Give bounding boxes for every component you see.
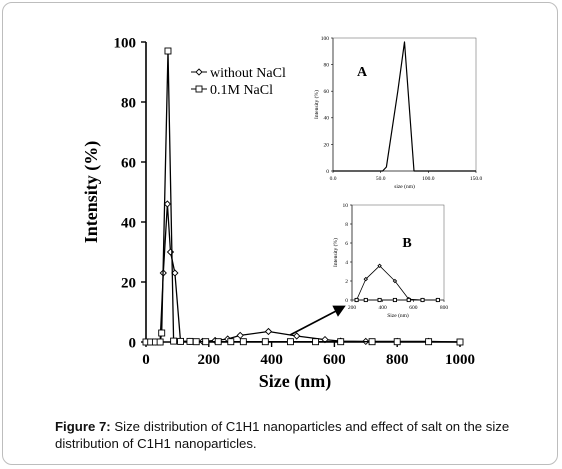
inset-b-x-tick-label: 800 — [440, 305, 449, 311]
main-series-2-point — [164, 47, 172, 55]
inset-b-series-2-point — [406, 297, 411, 303]
main-series-2-point — [261, 338, 269, 346]
inset-a-x-tick-label: 100.0 — [422, 176, 435, 182]
inset-b-series-2-point — [392, 297, 397, 303]
main-series-1-point — [163, 200, 171, 208]
main-series-2-point — [214, 338, 222, 346]
main-series-2-point — [227, 338, 235, 346]
inset-b-label: B — [402, 236, 411, 251]
inset-a-y-tick-label: 60 — [324, 89, 330, 95]
main-series-line-1 — [146, 203, 461, 343]
main-series-2-point — [425, 338, 433, 346]
main-x-tick-label: 0 — [142, 352, 150, 368]
inset-b-y-tick-label: 4 — [345, 260, 348, 266]
inset-b-arrow-head — [332, 305, 346, 317]
inset-b-series-2-point — [363, 297, 368, 303]
inset-b-series-line-1 — [356, 265, 438, 301]
main-y-tick-label: 100 — [114, 35, 137, 51]
inset-a-y-axis-label: Intensity (%) — [313, 90, 320, 119]
inset-b-x-tick-label: 200 — [348, 305, 357, 311]
main-series-2-point — [393, 338, 401, 346]
inset-a-x-tick-label: 50.0 — [376, 176, 386, 182]
main-series-2-point — [456, 338, 464, 346]
inset-b-y-tick-label: 10 — [343, 203, 349, 209]
main-series-2-point — [192, 338, 200, 346]
main-series-2-point — [368, 338, 376, 346]
main-series-2-point — [186, 337, 194, 345]
inset-a-y-tick-label: 100 — [321, 36, 330, 42]
caption-label: Figure 7: — [55, 419, 111, 434]
inset-a-series-line-1 — [333, 41, 476, 172]
inset-a-x-tick-label: 150.0 — [470, 176, 483, 182]
inset-b-plot-border — [351, 204, 445, 301]
main-series-line-2 — [146, 50, 461, 343]
main-x-tick-label: 400 — [260, 352, 283, 368]
legend-marker-1 — [195, 68, 203, 76]
inset-b-series-2-point — [354, 297, 359, 303]
inset-b-x-tick-label: 600 — [409, 305, 418, 311]
main-series-2-point — [312, 338, 320, 346]
inset-b-x-tick-label: 400 — [379, 305, 388, 311]
main-y-tick-label: 0 — [129, 335, 137, 351]
inset-b-y-tick-label: 0 — [345, 298, 348, 304]
inset-b-y-tick-label: 8 — [345, 222, 348, 228]
inset-b-y-tick-label: 6 — [345, 241, 348, 247]
main-x-tick-label: 1000 — [445, 352, 475, 368]
inset-a-x-axis-label: size (nm) — [394, 183, 415, 190]
main-x-tick-label: 600 — [323, 352, 346, 368]
main-y-tick-label: 40 — [121, 215, 136, 231]
inset-b-series-2-point — [435, 297, 440, 303]
inset-a-label: A — [357, 65, 368, 80]
main-series-2-point — [170, 337, 178, 345]
inset-a-y-tick-label: 20 — [324, 142, 330, 148]
main-x-axis-label: Size (nm) — [259, 371, 331, 392]
inset-a-plot-border — [332, 37, 477, 172]
main-series-1-point — [236, 331, 244, 340]
legend-label-2: 0.1M NaCl — [210, 83, 273, 98]
inset-b-series-2-point — [377, 297, 382, 303]
figure-frame — [2, 2, 558, 465]
main-y-tick-label: 80 — [121, 95, 136, 111]
inset-b-series-1-point — [392, 278, 398, 284]
caption-text: Size distribution of C1H1 nanoparticles … — [55, 419, 510, 451]
main-x-tick-label: 200 — [198, 352, 221, 368]
main-series-2-point — [177, 337, 184, 345]
main-series-1-point — [293, 332, 301, 340]
main-series-1-point — [166, 248, 175, 256]
main-y-axis-label: Intensity (%) — [81, 141, 102, 244]
inset-a-y-tick-label: 0 — [326, 169, 329, 175]
main-series-1-point — [264, 327, 273, 336]
inset-b-series-1-point — [377, 263, 382, 269]
main-y-tick-label: 60 — [121, 155, 136, 171]
main-x-tick-label: 800 — [386, 352, 409, 368]
inset-a-x-tick-label: 0.0 — [330, 176, 337, 182]
legend-label-1: without NaCl — [210, 66, 286, 81]
main-series-2-point — [158, 329, 166, 337]
main-y-tick-label: 20 — [121, 275, 136, 291]
main-series-2-point — [337, 338, 345, 346]
inset-b-y-axis-label: Intensity (%) — [332, 238, 339, 267]
inset-a-y-tick-label: 80 — [324, 63, 330, 69]
inset-b-pointer-arrow — [289, 309, 339, 336]
main-series-2-point — [156, 338, 164, 346]
inset-b-x-axis-label: Size (nm) — [387, 312, 409, 319]
main-series-2-point — [202, 338, 210, 346]
inset-b-y-tick-label: 2 — [345, 279, 348, 285]
inset-a-y-tick-label: 40 — [324, 116, 330, 122]
inset-b-series-1-point — [363, 276, 369, 282]
main-series-2-point — [286, 338, 294, 346]
main-series-2-point — [239, 338, 247, 346]
inset-b-series-2-point — [420, 297, 425, 303]
figure-caption: Figure 7: Size distribution of C1H1 nano… — [55, 418, 525, 452]
legend-marker-2 — [195, 85, 203, 93]
